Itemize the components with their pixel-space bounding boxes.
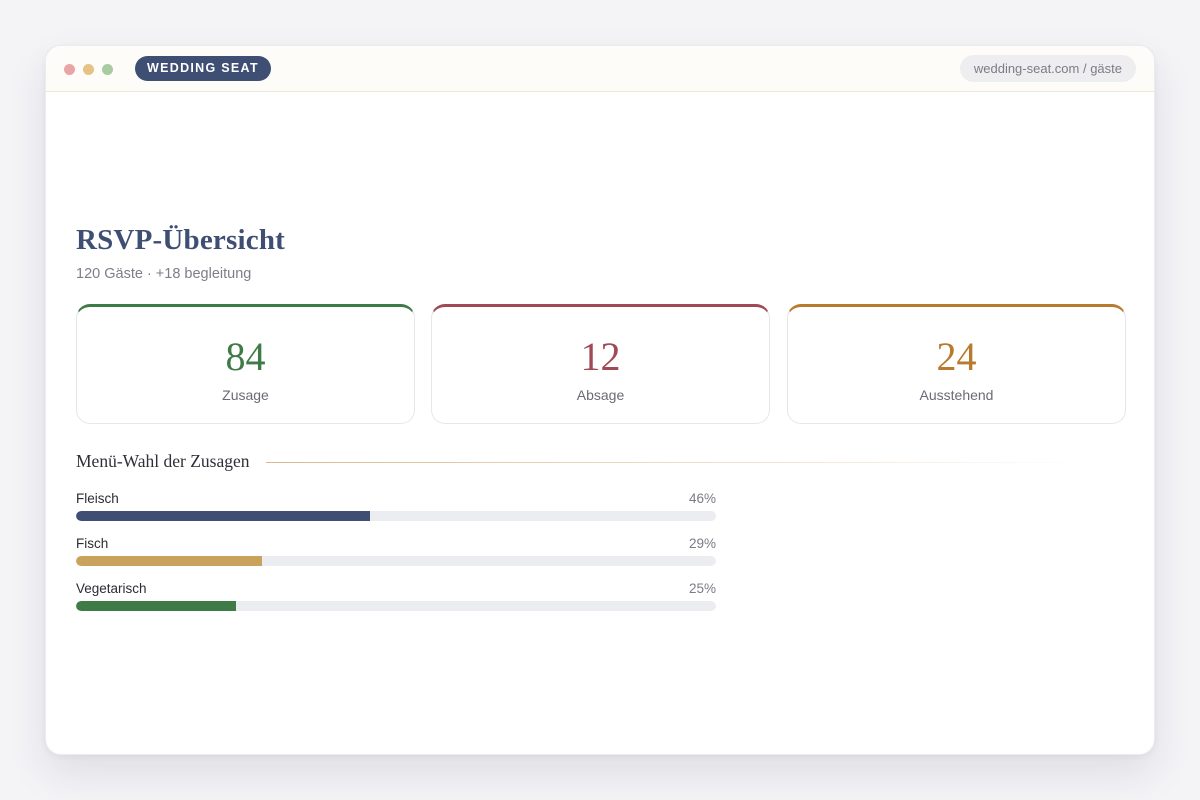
- menu-section-header: Menü-Wahl der Zusagen: [76, 451, 1086, 473]
- brand-badge[interactable]: WEDDING SEAT: [135, 56, 271, 81]
- minimize-window-dot[interactable]: [83, 64, 94, 75]
- menu-choice-row: Vegetarisch 25%: [76, 581, 716, 615]
- page-title: RSVP-Übersicht: [76, 224, 286, 256]
- menu-choice-percent: 46%: [688, 491, 716, 506]
- stat-label: Ausstehend: [919, 387, 994, 403]
- menu-choice-percent: 25%: [688, 581, 716, 596]
- menu-choice-label: Fleisch: [76, 491, 119, 506]
- stat-card-declined: 12 Absage: [431, 304, 770, 424]
- close-window-dot[interactable]: [64, 64, 75, 75]
- progress-fill: [76, 556, 262, 566]
- menu-choice-percent: 29%: [688, 536, 716, 551]
- stat-value: 24: [936, 334, 977, 379]
- stat-value: 84: [225, 334, 266, 379]
- progress-fill: [76, 601, 236, 611]
- progress-track: [76, 511, 716, 521]
- stat-card-accepted: 84 Zusage: [76, 304, 415, 424]
- stat-label: Absage: [576, 387, 625, 403]
- progress-fill: [76, 511, 371, 521]
- section-divider: [266, 462, 1086, 463]
- browser-window: WEDDING SEAT wedding-seat.com / gäste RS…: [45, 45, 1155, 755]
- menu-choice-row: Fisch 29%: [76, 536, 716, 570]
- menu-choice-label: Vegetarisch: [76, 581, 147, 596]
- menu-choice-label: Fisch: [76, 536, 109, 551]
- stat-label: Zusage: [222, 387, 269, 403]
- menu-choice-row: Fleisch 46%: [76, 491, 716, 525]
- title-bar: WEDDING SEAT wedding-seat.com / gäste: [46, 46, 1154, 92]
- stat-value: 12: [580, 334, 621, 379]
- progress-track: [76, 556, 716, 566]
- progress-track: [76, 601, 716, 611]
- stat-card-pending: 24 Ausstehend: [787, 304, 1126, 424]
- url-field[interactable]: wedding-seat.com / gäste: [959, 55, 1136, 82]
- section-title: Menü-Wahl der Zusagen: [76, 451, 250, 471]
- maximize-window-dot[interactable]: [102, 64, 113, 75]
- guest-summary: 120 Gäste · +18 begleitung: [76, 266, 252, 282]
